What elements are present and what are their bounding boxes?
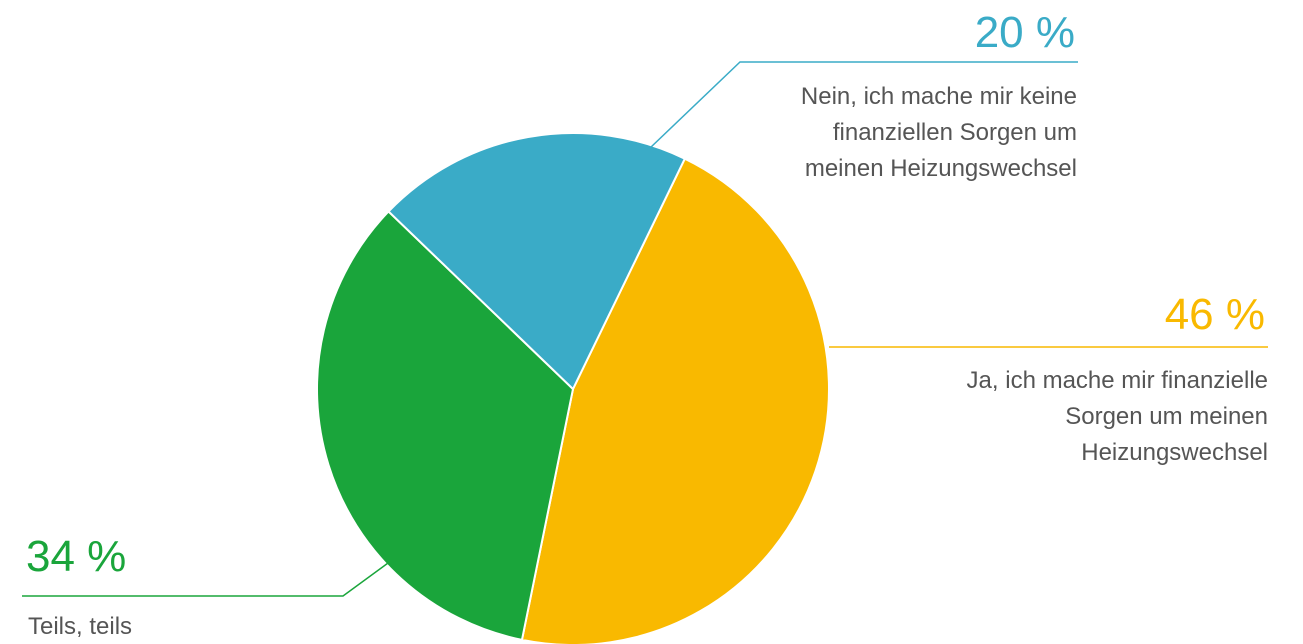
category-label: Ja, ich mache mir finanzielle Sorgen um … [966, 367, 1268, 466]
value-label: 20 % [974, 8, 1075, 57]
value-label: 34 % [26, 532, 127, 581]
category-label: Nein, ich mache mir keine finanziellen S… [800, 83, 1077, 182]
value-label: 46 % [1164, 290, 1265, 339]
pie-slice [520, 157, 830, 644]
pie-slice [316, 210, 575, 642]
leader-line [22, 562, 389, 597]
leader-line [649, 61, 1078, 149]
category-label: Teils, teils [28, 613, 133, 640]
pie-slice [387, 132, 687, 391]
